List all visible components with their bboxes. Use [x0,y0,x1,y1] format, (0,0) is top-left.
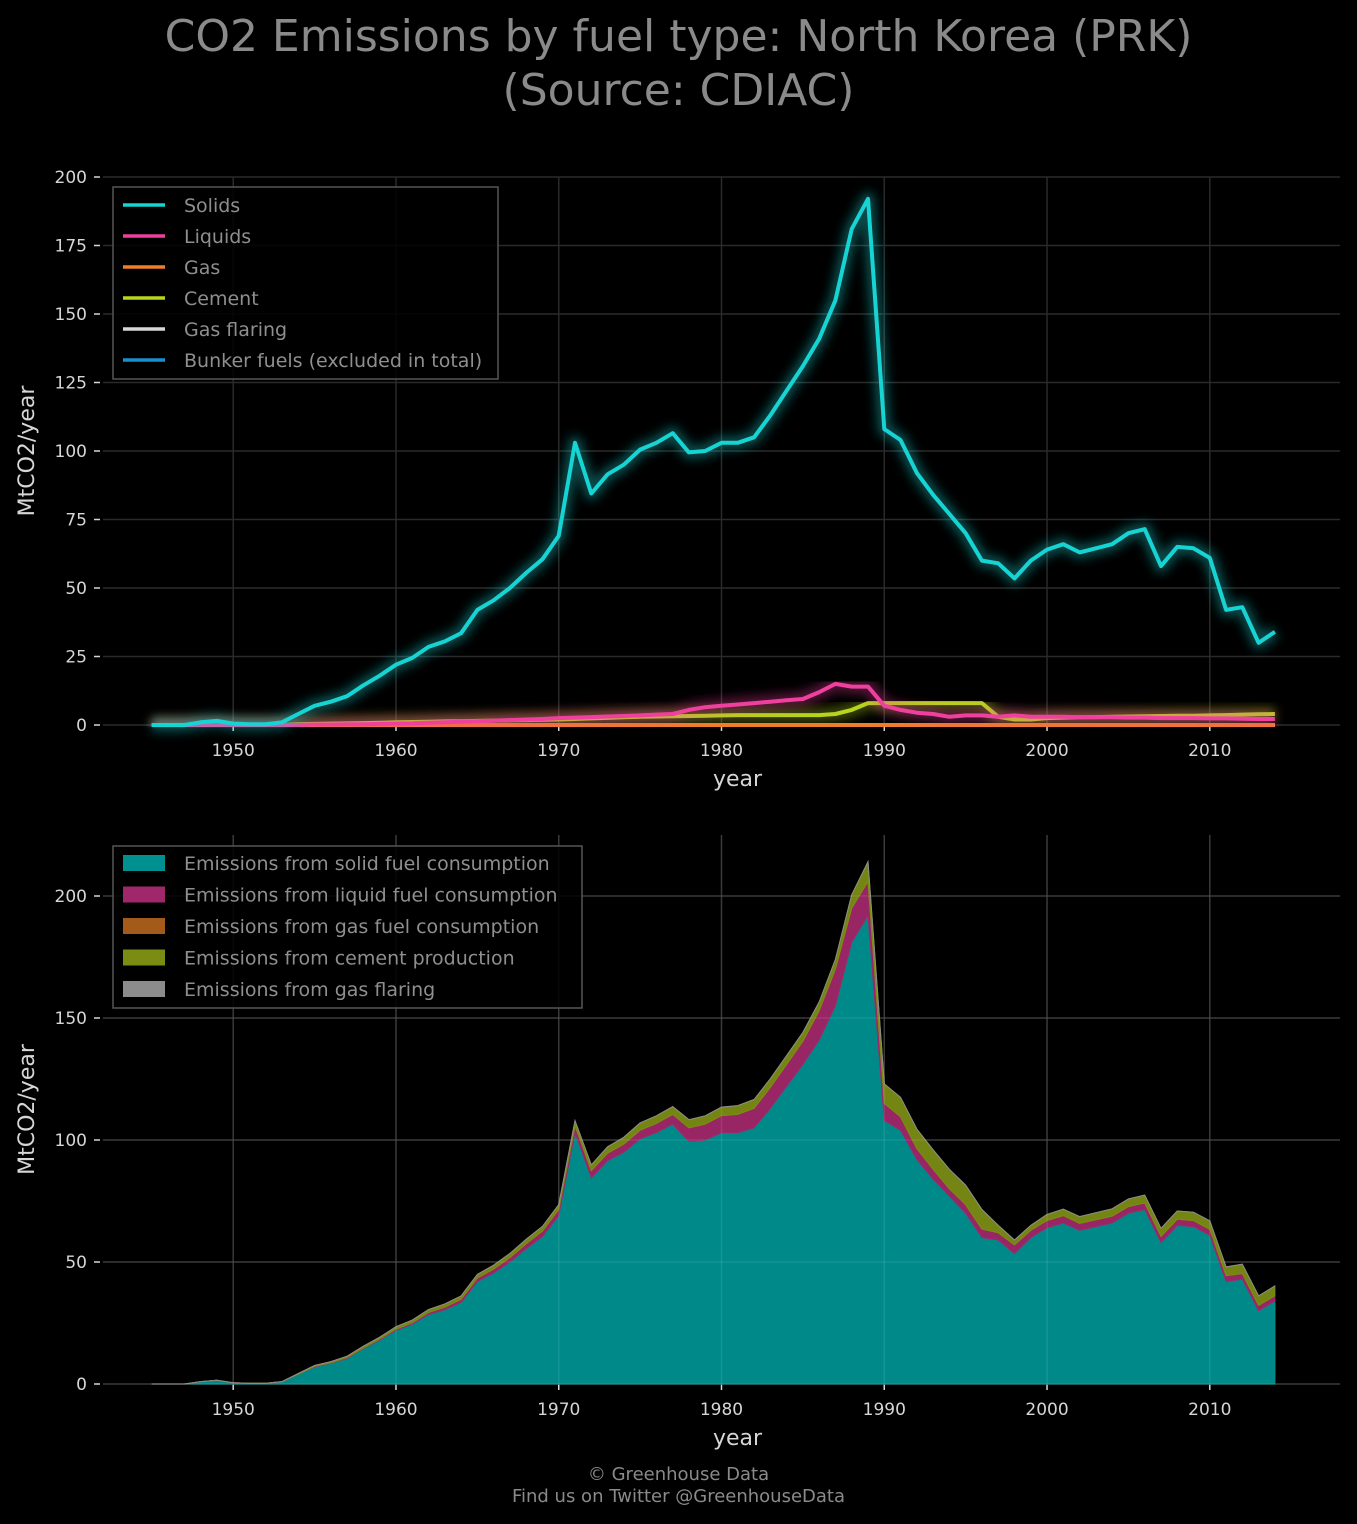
y-tick-label: 100 [55,442,87,462]
x-tick-label: 2010 [1188,741,1231,761]
y-tick-label: 0 [76,1375,87,1395]
x-tick-label: 2000 [1025,1400,1068,1420]
y-tick-label: 125 [55,374,87,394]
x-tick-label: 1990 [863,741,906,761]
legend: Solids Liquids Gas Cement Gas flaring Bunker … [112,186,499,380]
legend-label: Emissions from gas fuel consumption [184,916,539,938]
legend-label: Emissions from gas flaring [184,979,435,1001]
x-tick-label: 1990 [863,1400,906,1420]
y-tick-label: 175 [55,237,87,257]
legend-box [112,845,583,1009]
x-tick-label: 1970 [537,1400,580,1420]
legend-label: Liquids [184,226,251,248]
y-tick-label: 150 [55,305,87,325]
footer-copyright: © Greenhouse Data [587,1464,770,1485]
stacked-area-chart: 1950 1960 1970 1980 1990 2000 2010 0 50 100 150 200… [15,835,1340,1451]
legend-label: Gas [184,257,220,279]
legend-label: Emissions from liquid fuel consumption [184,885,558,907]
chart-title: CO2 Emissions by fuel type: North Korea … [164,11,1193,62]
x-tick-label: 1950 [212,741,255,761]
area-emissions-from-gas-flaring [151,859,1276,1385]
x-axis-label: year [713,1426,763,1451]
y-tick-label: 50 [65,1253,87,1273]
x-tick-label: 1980 [700,741,743,761]
legend-swatch [123,981,165,997]
x-tick-label: 1970 [537,741,580,761]
y-tick-label: 75 [65,511,87,531]
y-tick-label: 100 [55,1131,87,1151]
x-tick-label: 1950 [212,1400,255,1420]
legend-swatch [123,886,165,903]
x-tick-label: 1960 [374,1400,417,1420]
series-line-solids [151,196,1277,727]
chart-subtitle: (Source: CDIAC) [502,65,855,116]
footer-twitter: Find us on Twitter @GreenhouseData [511,1486,846,1507]
y-tick-label: 0 [76,716,87,736]
legend-label: Emissions from solid fuel consumption [184,853,550,875]
x-tick-label: 1960 [374,741,417,761]
legend-label: Gas flaring [184,319,287,341]
legend: Emissions from solid fuel consumption Emi… [112,845,583,1009]
x-axis-label: year [713,767,763,792]
legend-swatch [123,855,165,871]
legend-swatch [123,918,165,934]
y-tick-label: 200 [55,168,87,188]
y-tick-label: 200 [55,887,87,907]
y-tick-label: 50 [65,579,87,599]
y-tick-label: 150 [55,1009,87,1029]
legend-swatch [123,949,165,966]
x-tick-label: 2010 [1188,1400,1231,1420]
x-tick-label: 2000 [1025,741,1068,761]
x-tick-label: 1980 [700,1400,743,1420]
y-axis-label: MtCO2/year [15,385,40,517]
y-axis-label: MtCO2/year [15,1043,40,1175]
line-chart: 1950 1960 1970 1980 1990 2000 2010 0 25 50 75 100 12… [15,168,1340,792]
legend-label: Solids [184,195,240,217]
legend-label: Bunker fuels (excluded in total) [184,350,482,372]
legend-box [112,186,499,380]
legend-label: Cement [184,288,259,310]
y-tick-label: 25 [65,648,87,668]
series-line-liquids [151,681,1275,727]
legend-label: Emissions from cement production [184,948,515,970]
